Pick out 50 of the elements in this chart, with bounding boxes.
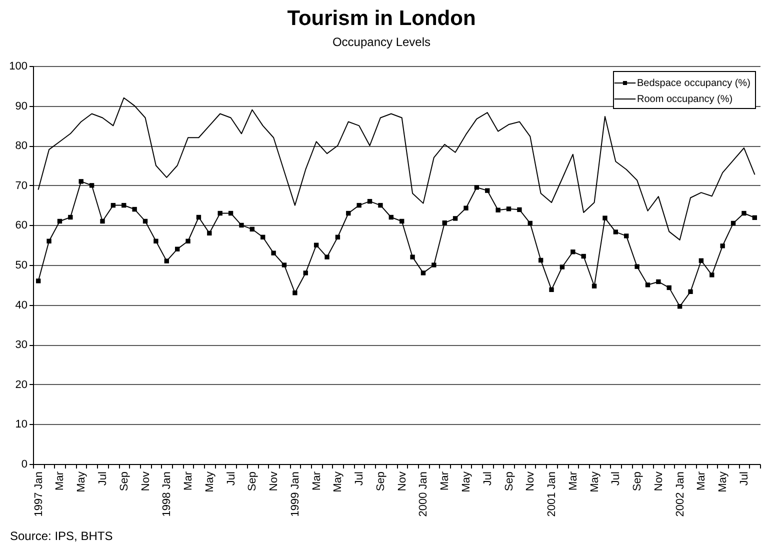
legend-label: Room occupancy (%)	[637, 94, 733, 105]
x-tick-label: 1999 Jan	[289, 472, 302, 517]
x-tick-label: Jul	[610, 472, 622, 486]
x-tick-label: May	[717, 471, 730, 492]
legend-label: Bedspace occupancy (%)	[637, 78, 750, 89]
y-tick-label: 60	[15, 220, 28, 232]
x-tick-label: Nov	[524, 471, 537, 492]
x-tick-label: 1997 Jan	[32, 472, 45, 517]
x-tick-label: Jul	[225, 472, 238, 486]
x-tick-label: 2000 Jan	[418, 472, 430, 517]
x-tick-label: Nov	[652, 471, 665, 492]
x-tick-label: Mar	[310, 471, 323, 490]
y-tick-label: 40	[15, 299, 28, 312]
chart-subtitle: Occupancy Levels	[332, 35, 431, 49]
x-tick-label: Sep	[632, 472, 644, 492]
y-tick-label: 90	[15, 100, 28, 112]
chart-title: Tourism in London	[287, 7, 476, 30]
source-note: Source: IPS, BHTS	[10, 529, 113, 543]
y-tick-label: 70	[15, 180, 28, 192]
x-tick-label: Mar	[439, 471, 452, 490]
x-tick-label: Jul	[482, 472, 494, 486]
y-tick-label: 50	[15, 260, 28, 272]
x-tick-label: Nov	[268, 471, 280, 492]
y-tick-label: 20	[15, 378, 28, 391]
x-tick-label: Nov	[396, 471, 408, 492]
x-tick-label: Nov	[140, 471, 152, 492]
y-tick-label: 30	[15, 339, 28, 352]
x-tick-label: Mar	[567, 471, 580, 490]
x-tick-label: Sep	[118, 472, 130, 492]
x-tick-label: Mar	[182, 471, 195, 490]
x-tick-label: Jul	[738, 472, 750, 486]
x-tick-label: Jul	[354, 472, 366, 486]
x-tick-label: Mar	[696, 471, 708, 490]
x-tick-label: Sep	[246, 472, 259, 492]
y-tick-label: 10	[15, 418, 28, 431]
x-tick-label: 1998 Jan	[161, 472, 174, 517]
x-tick-label: Mar	[54, 471, 66, 490]
x-tick-label: May	[588, 471, 601, 492]
x-tick-label: May	[76, 471, 88, 492]
x-tick-label: May	[204, 471, 216, 492]
x-tick-label: Sep	[374, 472, 387, 492]
x-tick-label: May	[332, 471, 344, 492]
x-tick-label: 2002 Jan	[674, 472, 686, 517]
y-tick-label: 100	[9, 60, 28, 72]
y-tick-label: 80	[15, 140, 28, 152]
x-tick-label: Sep	[503, 472, 516, 492]
x-tick-label: 2001 Jan	[546, 472, 558, 517]
x-tick-label: Jul	[96, 472, 109, 486]
y-tick-label: 0	[21, 458, 28, 470]
x-tick-label: May	[460, 471, 472, 492]
